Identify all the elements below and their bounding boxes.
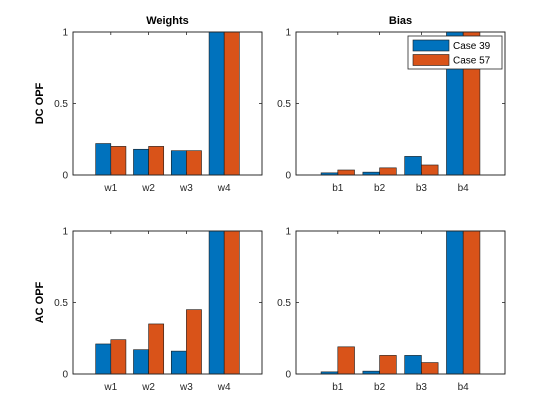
bar-b3-case-57 xyxy=(421,164,439,176)
y-tick-label: 0 xyxy=(285,171,291,182)
y-tick-label: 1 xyxy=(62,28,68,39)
x-tick-label: b4 xyxy=(458,183,470,194)
bar-b1-case-57 xyxy=(337,169,355,176)
y-tick-label: 0.5 xyxy=(54,99,68,110)
bar-w1-case-57 xyxy=(110,339,127,375)
bar-w3-case-39 xyxy=(170,150,187,176)
x-tick-label: w1 xyxy=(103,382,117,393)
x-tick-label: w2 xyxy=(141,382,155,393)
bar-w1-case-39 xyxy=(95,143,112,176)
bar-b2-case-57 xyxy=(379,355,397,375)
y-axis-label: DC OPF xyxy=(34,82,46,124)
y-axis-label: AC OPF xyxy=(34,281,46,323)
x-tick-label: b2 xyxy=(374,183,386,194)
bar-w4-case-57 xyxy=(223,230,240,375)
bar-b4-case-39 xyxy=(446,230,464,375)
bar-w1-case-39 xyxy=(95,343,112,375)
subplot-1: 0 0.5 1 w1 w2 w3 w4 Weights DC OPF xyxy=(34,15,263,194)
bar-b2-case-39 xyxy=(362,370,380,375)
bar-b3-case-39 xyxy=(404,355,422,375)
x-tick-label: b1 xyxy=(332,382,344,393)
bar-w4-case-39 xyxy=(208,230,225,375)
y-tick-label: 0 xyxy=(62,370,68,381)
y-tick-label: 0 xyxy=(285,370,291,381)
x-tick-label: w3 xyxy=(179,183,193,194)
x-tick-label: w2 xyxy=(141,183,155,194)
bar-w2-case-57 xyxy=(148,323,165,375)
legend-entry: Case 57 xyxy=(453,56,491,67)
legend: Case 39 Case 57 xyxy=(407,35,503,70)
bar-b1-case-57 xyxy=(337,346,355,375)
y-tick-label: 0 xyxy=(62,171,68,182)
x-tick-label: w4 xyxy=(217,382,231,393)
subplot-title: Bias xyxy=(389,15,412,27)
bar-b3-case-57 xyxy=(421,362,439,375)
bar-b2-case-39 xyxy=(362,171,380,176)
x-tick-label: b3 xyxy=(416,382,428,393)
y-tick-label: 1 xyxy=(285,28,291,39)
bar-w3-case-57 xyxy=(186,150,202,176)
y-tick-label: 0.5 xyxy=(277,99,291,110)
y-tick-label: 1 xyxy=(62,227,68,238)
bar-b3-case-39 xyxy=(404,156,422,176)
x-tick-label: b2 xyxy=(374,382,386,393)
y-tick-label: 0.5 xyxy=(277,298,291,309)
subplot-4: 0 0.5 1 b1 b2 b3 b4 xyxy=(277,227,506,393)
subplot-title: Weights xyxy=(146,15,189,27)
legend-swatch-case-39 xyxy=(412,39,450,52)
bar-b2-case-57 xyxy=(379,167,397,176)
bar-w2-case-39 xyxy=(133,148,149,176)
subplot-2: 0 0.5 1 b1 b2 b3 b4 Bias Case 39 Case 57 xyxy=(277,15,506,194)
x-tick-label: b4 xyxy=(458,382,470,393)
x-tick-label: b3 xyxy=(416,183,428,194)
x-tick-label: w3 xyxy=(179,382,193,393)
subplot-3: 0 0.5 1 w1 w2 w3 w4 AC OPF xyxy=(34,227,263,393)
legend-swatch-case-57 xyxy=(412,54,450,66)
x-tick-label: b1 xyxy=(332,183,344,194)
x-tick-label: w1 xyxy=(103,183,117,194)
bar-w4-case-39 xyxy=(208,31,225,176)
legend-entry: Case 39 xyxy=(453,41,491,52)
bar-w1-case-57 xyxy=(110,146,127,176)
y-tick-label: 1 xyxy=(285,227,291,238)
bar-w4-case-57 xyxy=(223,31,240,176)
bar-w2-case-39 xyxy=(133,349,149,375)
x-tick-label: w4 xyxy=(217,183,231,194)
bar-w3-case-57 xyxy=(186,309,202,375)
bar-w3-case-39 xyxy=(170,350,187,375)
bar-w2-case-57 xyxy=(148,146,165,176)
y-tick-label: 0.5 xyxy=(54,298,68,309)
bar-b4-case-57 xyxy=(462,230,481,375)
